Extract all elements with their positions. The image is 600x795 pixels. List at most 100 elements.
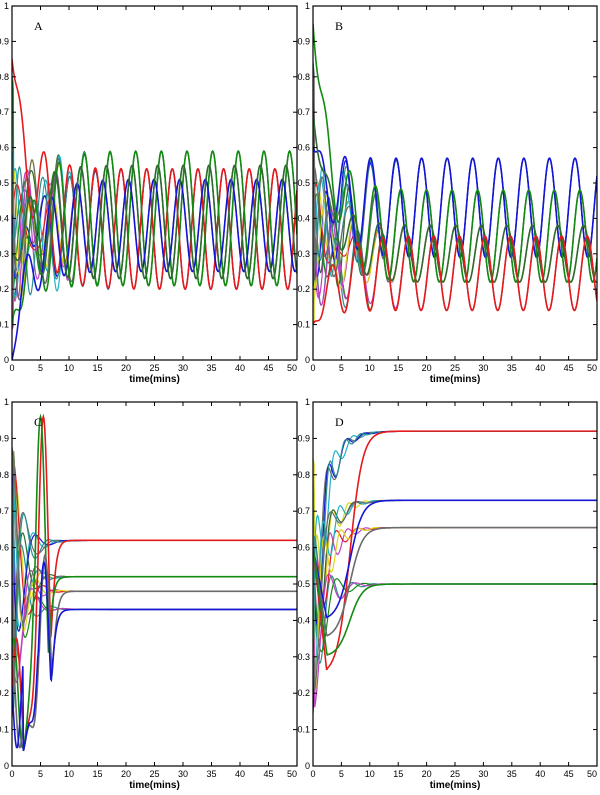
series-dark_green-line [12,164,297,280]
plot-area [313,430,597,714]
panel-label: C [34,415,42,429]
y-tick-label: 1 [305,397,310,407]
x-tick-label: 20 [422,769,432,779]
series-blue-line [313,147,597,259]
x-tick-label: 25 [450,769,460,779]
x-tick-label: 10 [64,769,74,779]
transient-line [313,575,597,665]
transient-line [313,499,597,627]
series-red-line [12,59,297,291]
y-tick-label: 1 [305,1,310,11]
x-tick-label: 5 [339,363,344,373]
series-green-line [12,149,297,325]
y-tick-label: 0.8 [297,470,310,480]
transient-line [313,526,597,608]
x-tick-label: 45 [263,769,273,779]
series-blue-line [12,560,297,752]
x-tick-label: 45 [564,769,574,779]
x-tick-label: 15 [92,363,102,373]
y-tick-label: 0.4 [0,615,9,625]
panel-b: 00.10.20.30.40.50.60.70.80.910 5 10 15 20 25 3… [297,1,598,385]
x-tick-label: 30 [178,363,188,373]
y-tick-label: 0.5 [0,178,9,188]
y-tick-label: 0.3 [297,652,310,662]
y-tick-label: 0 [4,355,9,365]
x-tick-label: 5 [339,769,344,779]
x-tick-label: 10 [365,363,375,373]
y-tick-label: 0.4 [297,213,310,223]
x-tick-label: 30 [178,769,188,779]
x-tick-label: 25 [450,363,460,373]
y-tick-label: 0.7 [0,506,9,516]
x-tick-label: 0 [9,363,14,373]
x-tick-label: 25 [149,769,159,779]
plot-area [12,59,297,360]
y-tick-label: 0.8 [0,470,9,480]
x-tick-label: 15 [393,769,403,779]
transient-line [12,451,297,687]
series-blue-line [313,499,597,619]
transient-line [12,446,297,658]
transient-line [12,482,297,623]
series-green-line [313,23,597,283]
x-tick-label: 10 [365,769,375,779]
y-tick-label: 0.6 [297,143,310,153]
y-tick-label: 0.2 [297,284,310,294]
x-tick-label: 20 [121,363,131,373]
y-tick-label: 0.4 [0,213,9,223]
x-tick-label: 40 [535,769,545,779]
x-tick-label: 25 [149,363,159,373]
series-red-line [313,235,597,325]
transient-line [313,457,597,702]
x-tick-label: 0 [310,363,315,373]
y-tick-label: 1 [4,1,9,11]
y-tick-label: 0.1 [297,725,310,735]
y-tick-label: 0.7 [297,506,310,516]
x-tick-label: 5 [38,769,43,779]
y-tick-label: 0.9 [0,433,9,443]
x-tick-label: 10 [64,363,74,373]
y-tick-label: 0.7 [0,107,9,117]
plot-area [313,23,597,325]
y-tick-label: 0 [4,761,9,771]
x-tick-label: 5 [38,363,43,373]
panel-label: A [34,19,43,33]
y-tick-label: 0 [305,761,310,771]
x-tick-label: 40 [235,363,245,373]
plot-area [12,413,297,752]
panel-label: D [335,415,344,429]
y-tick-label: 0.2 [297,688,310,698]
y-tick-label: 0.7 [297,107,310,117]
y-tick-label: 0.8 [0,72,9,82]
series-green-line [12,413,297,750]
x-tick-label: 35 [206,769,216,779]
y-tick-label: 0.1 [0,320,9,330]
x-tick-label: 35 [507,363,517,373]
x-tick-label: 0 [310,769,315,779]
transient-line [313,573,597,708]
x-tick-label: 20 [121,769,131,779]
transient-line [313,430,597,714]
y-tick-label: 0.4 [297,615,310,625]
x-tick-label: 40 [535,363,545,373]
series-green-line [313,547,597,656]
y-tick-label: 0.6 [0,543,9,553]
y-tick-label: 0.5 [297,579,310,589]
x-axis-label: time(mins) [129,780,180,791]
y-tick-label: 0.3 [297,249,310,259]
y-tick-label: 0.1 [0,725,9,735]
transient-line [313,430,597,674]
transient-line [313,430,597,652]
y-tick-label: 0.1 [297,320,310,330]
x-tick-label: 15 [393,363,403,373]
panel-label: B [335,19,343,33]
panel-c: 00.10.20.30.40.50.60.70.80.9105101520253… [0,397,298,791]
y-tick-label: 0.9 [297,433,310,443]
x-tick-label: 20 [422,363,432,373]
x-tick-label: 35 [206,363,216,373]
y-tick-label: 0.9 [297,36,310,46]
x-axis-label: time(mins) [430,780,481,791]
series-red-line [12,413,297,751]
y-tick-label: 0.2 [0,284,9,294]
